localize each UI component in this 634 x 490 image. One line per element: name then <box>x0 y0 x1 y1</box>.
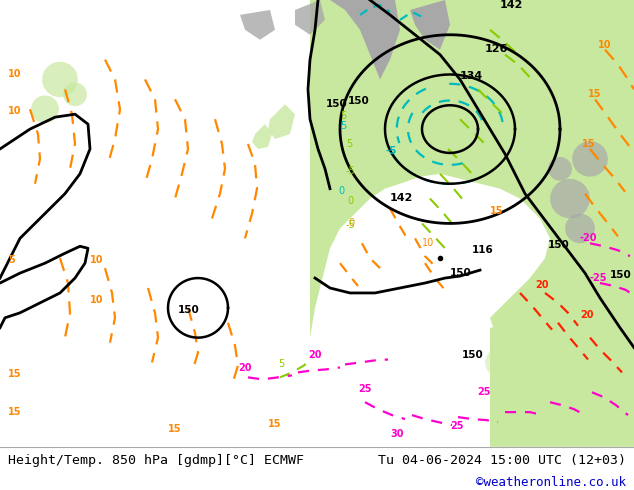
Polygon shape <box>490 318 634 447</box>
Text: 142: 142 <box>500 0 524 10</box>
Text: 15: 15 <box>268 419 281 429</box>
Polygon shape <box>330 0 400 79</box>
Text: ©weatheronline.co.uk: ©weatheronline.co.uk <box>476 476 626 489</box>
Text: 150: 150 <box>178 305 200 315</box>
Text: 5: 5 <box>340 111 346 121</box>
Text: 20: 20 <box>238 364 252 373</box>
Polygon shape <box>498 356 542 399</box>
Text: 150: 150 <box>450 268 472 278</box>
Text: 150: 150 <box>326 99 348 109</box>
Text: -5: -5 <box>346 166 356 176</box>
Text: -20: -20 <box>580 233 597 244</box>
Text: 10: 10 <box>422 238 434 248</box>
Text: 126: 126 <box>485 44 508 53</box>
Text: 15: 15 <box>582 139 595 149</box>
Text: Height/Temp. 850 hPa [gdmp][°C] ECMWF: Height/Temp. 850 hPa [gdmp][°C] ECMWF <box>8 454 304 467</box>
Polygon shape <box>485 347 515 377</box>
Polygon shape <box>63 82 87 106</box>
Text: 150: 150 <box>548 240 570 250</box>
Text: -5: -5 <box>346 220 356 230</box>
Text: 0: 0 <box>348 219 354 228</box>
Text: 30: 30 <box>390 429 403 439</box>
Text: 15: 15 <box>490 205 503 216</box>
Polygon shape <box>565 214 595 243</box>
Polygon shape <box>573 141 608 177</box>
Polygon shape <box>268 104 295 139</box>
Text: 20: 20 <box>535 280 548 290</box>
Text: 10: 10 <box>8 106 22 116</box>
Text: 116: 116 <box>472 245 494 255</box>
Text: 150: 150 <box>462 349 484 360</box>
Text: 20: 20 <box>308 349 321 360</box>
Text: 0: 0 <box>347 196 353 206</box>
Polygon shape <box>31 96 59 123</box>
Text: 15: 15 <box>8 407 22 417</box>
Text: Tu 04-06-2024 15:00 UTC (12+03): Tu 04-06-2024 15:00 UTC (12+03) <box>378 454 626 467</box>
Polygon shape <box>548 157 572 181</box>
Text: -5: -5 <box>385 146 396 156</box>
Text: 150: 150 <box>348 96 370 106</box>
Text: 15: 15 <box>8 369 22 379</box>
Text: 5: 5 <box>278 360 284 369</box>
Text: 5: 5 <box>340 121 346 131</box>
Polygon shape <box>42 62 78 97</box>
Text: 10: 10 <box>598 40 612 49</box>
Text: 142: 142 <box>390 193 413 202</box>
Text: 15: 15 <box>588 89 602 99</box>
Polygon shape <box>240 10 275 40</box>
Text: 15: 15 <box>168 424 181 434</box>
Polygon shape <box>550 179 590 219</box>
Text: 25: 25 <box>450 421 463 431</box>
Text: 10: 10 <box>90 295 103 305</box>
Text: 25: 25 <box>358 384 372 394</box>
Polygon shape <box>295 0 325 35</box>
Text: 5: 5 <box>8 255 15 265</box>
Polygon shape <box>252 124 272 149</box>
Polygon shape <box>410 0 450 49</box>
Text: 10: 10 <box>90 255 103 265</box>
Text: 5: 5 <box>346 139 353 149</box>
Polygon shape <box>320 0 430 109</box>
Text: 25: 25 <box>477 387 491 397</box>
Text: 20: 20 <box>580 310 593 320</box>
Polygon shape <box>310 0 634 447</box>
Polygon shape <box>527 340 563 375</box>
Text: 134: 134 <box>460 72 483 81</box>
Text: 10: 10 <box>8 70 22 79</box>
Text: -25: -25 <box>590 273 607 283</box>
Text: 0: 0 <box>338 186 344 196</box>
Text: 150: 150 <box>610 270 631 280</box>
